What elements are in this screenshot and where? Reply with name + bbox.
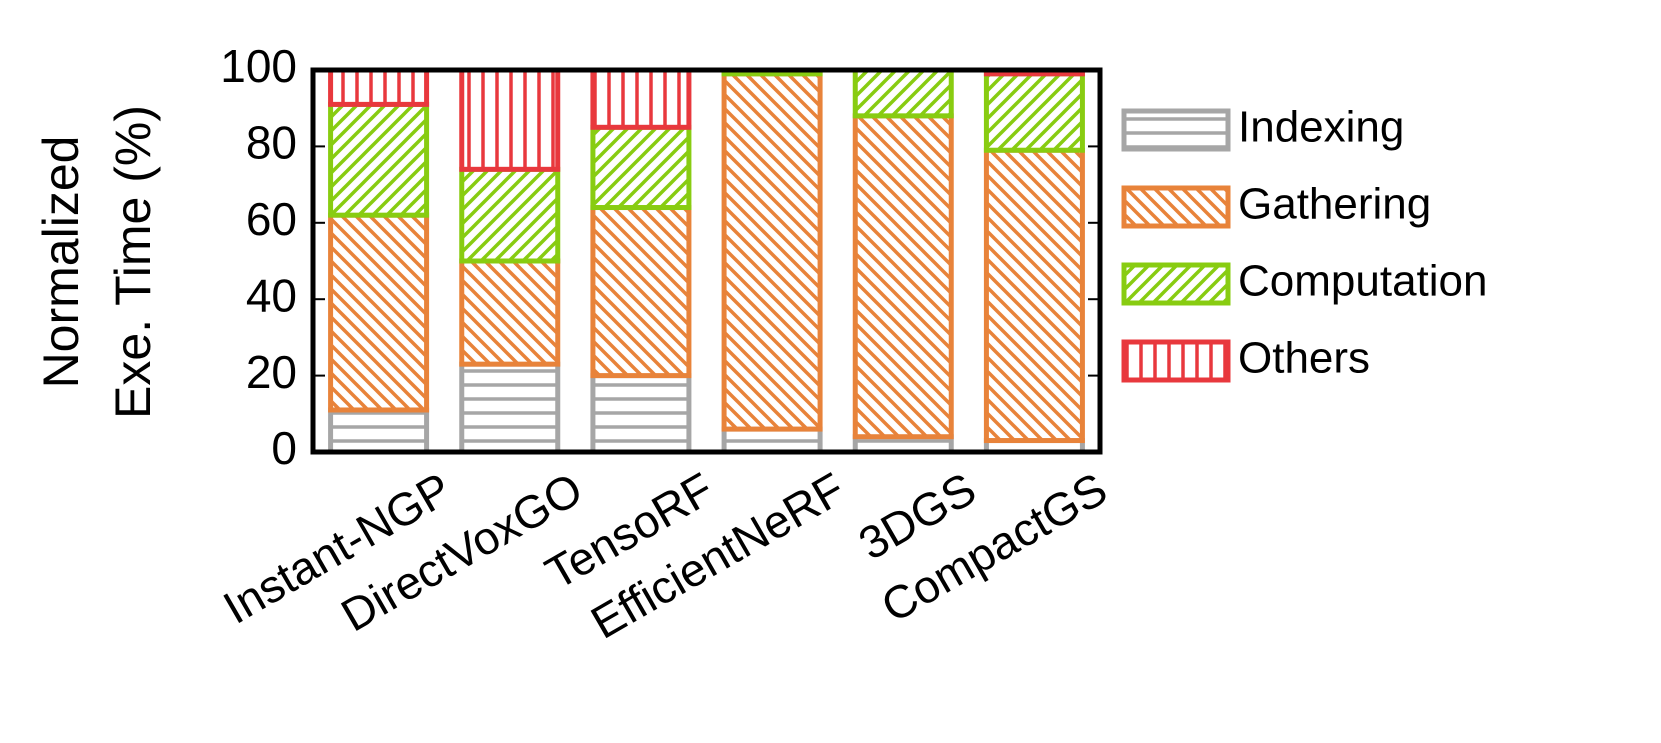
y-axis-label: Normalized Exe. Time (%) bbox=[33, 105, 161, 419]
bar-segment bbox=[459, 361, 561, 455]
legend-swatch bbox=[1121, 262, 1231, 306]
legend-swatch bbox=[1121, 108, 1231, 152]
bar-segment bbox=[328, 67, 430, 107]
y-axis-label-line: Normalized bbox=[33, 136, 89, 389]
bar-segment bbox=[590, 373, 692, 455]
legend-label: Computation bbox=[1238, 257, 1487, 306]
bar-segment bbox=[459, 67, 561, 172]
legend-label: Others bbox=[1238, 334, 1370, 383]
legend-swatch bbox=[1121, 339, 1231, 383]
legend-label: Indexing bbox=[1238, 103, 1404, 152]
bar-segment bbox=[590, 124, 692, 211]
bar-segment bbox=[328, 212, 430, 413]
bar-segment bbox=[983, 71, 1085, 153]
bar-segment bbox=[590, 67, 692, 130]
y-axis-label-line: Exe. Time (%) bbox=[105, 105, 161, 419]
bar-segment bbox=[983, 147, 1085, 444]
bar-segment bbox=[852, 67, 954, 119]
y-tick-label: 100 bbox=[220, 40, 297, 92]
y-tick-label: 20 bbox=[246, 346, 297, 398]
bar-segment bbox=[721, 426, 823, 455]
bar-segment bbox=[721, 71, 823, 432]
legend-label: Gathering bbox=[1238, 180, 1431, 229]
legend-swatch bbox=[1121, 185, 1231, 229]
bar-segment bbox=[328, 101, 430, 218]
bar-segment bbox=[459, 166, 561, 264]
bar-segment bbox=[590, 205, 692, 379]
plot-frame bbox=[310, 67, 1103, 455]
y-tick-label: 60 bbox=[246, 193, 297, 245]
bar-segment bbox=[852, 113, 954, 440]
bar-segment bbox=[459, 258, 561, 367]
y-tick-label: 80 bbox=[246, 117, 297, 169]
y-tick-label: 40 bbox=[246, 269, 297, 321]
y-tick-label: 0 bbox=[271, 422, 297, 474]
bar-segment bbox=[328, 407, 430, 455]
